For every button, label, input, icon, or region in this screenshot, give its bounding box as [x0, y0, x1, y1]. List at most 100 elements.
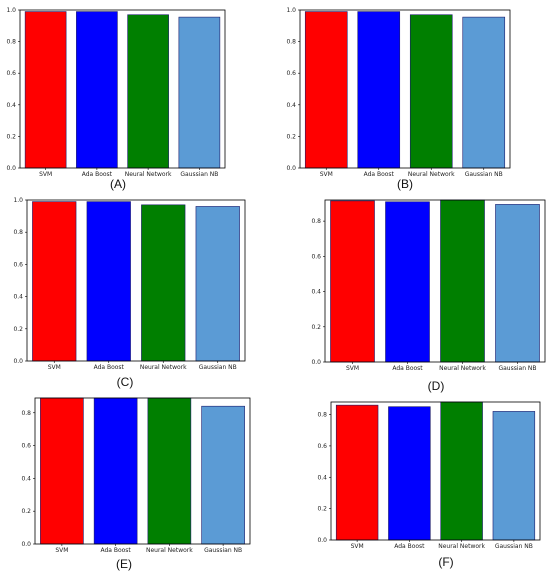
bar	[201, 405, 245, 545]
y-tick-label: 0.6	[6, 70, 16, 77]
bar	[440, 401, 483, 541]
axes-frame	[26, 199, 246, 362]
panel-label: (F)	[438, 555, 453, 569]
y-tick-label: 0.8	[317, 412, 327, 419]
x-tick-label: Ada Boost	[100, 547, 131, 554]
x-tick-label: SVM	[351, 543, 364, 550]
bar	[127, 14, 169, 169]
y-tick-label: 0.4	[286, 102, 296, 109]
x-tick-label: Neural Network	[438, 543, 485, 550]
bar	[304, 11, 348, 169]
panel-label: (E)	[116, 557, 132, 571]
bar	[76, 11, 118, 169]
x-tick-label: Neural Network	[439, 365, 486, 372]
y-tick-label: 1.0	[286, 7, 296, 14]
bar	[385, 201, 430, 363]
x-tick-label: Ada Boost	[364, 171, 395, 178]
x-tick-label: SVM	[346, 365, 359, 372]
x-tick-label: Ada Boost	[394, 543, 425, 550]
bar	[147, 397, 192, 545]
bar	[440, 199, 485, 363]
panel-label: (C)	[117, 375, 134, 389]
axes-frame	[299, 9, 511, 169]
x-tick-label: SVM	[39, 171, 52, 178]
chart-panel: SVM Ada Boost Neural Network Gaussian NB 0.0…	[21, 397, 251, 571]
chart-panel: SVM Ada Boost Neural Network Gaussian NB 0.0…	[311, 199, 546, 393]
x-tick-label: Gaussian NB	[180, 171, 218, 178]
chart-panel: SVM Ada Boost Neural Network Gaussian NB 0.0…	[286, 7, 511, 191]
x-tick-label: Ada Boost	[82, 171, 113, 178]
y-tick-label: 0.6	[21, 443, 31, 450]
x-tick-label: Gaussian NB	[495, 543, 533, 550]
y-tick-label: 0.2	[286, 133, 296, 140]
bar	[24, 11, 67, 169]
bar	[93, 397, 138, 545]
y-tick-label: 0.0	[13, 358, 23, 365]
x-tick-label: Neural Network	[140, 364, 187, 371]
x-tick-label: Gaussian NB	[465, 171, 503, 178]
y-tick-label: 0.0	[6, 165, 16, 172]
bar	[495, 204, 540, 363]
y-tick-label: 0.6	[311, 253, 321, 260]
x-tick-label: Ada Boost	[392, 365, 423, 372]
bar	[32, 201, 77, 362]
axes-frame	[34, 397, 251, 545]
bar	[492, 411, 536, 541]
bar	[141, 204, 186, 362]
y-tick-label: 0.6	[13, 261, 23, 268]
bar	[86, 201, 131, 362]
x-tick-label: Gaussian NB	[199, 364, 237, 371]
y-tick-label: 0.2	[6, 133, 16, 140]
axes-frame	[330, 401, 541, 541]
panel-label: (A)	[110, 177, 126, 191]
x-tick-label: SVM	[55, 547, 68, 554]
bar	[409, 14, 453, 169]
y-tick-label: 0.4	[21, 475, 31, 482]
x-tick-label: Neural Network	[125, 171, 172, 178]
bar	[335, 404, 379, 541]
axes-frame	[324, 199, 546, 363]
y-tick-label: 0.0	[21, 541, 31, 548]
chart-panel: SVM Ada Boost Neural Network Gaussian NB 0.0…	[6, 7, 226, 191]
x-tick-label: SVM	[48, 364, 61, 371]
y-tick-label: 0.0	[311, 359, 321, 366]
y-tick-label: 1.0	[6, 7, 16, 14]
y-tick-label: 0.8	[21, 410, 31, 417]
bar	[462, 16, 506, 169]
y-tick-label: 0.2	[311, 324, 321, 331]
bar	[40, 397, 84, 545]
y-tick-label: 0.2	[13, 326, 23, 333]
panel-label: (B)	[397, 177, 413, 191]
y-tick-label: 0.0	[286, 165, 296, 172]
x-tick-label: Neural Network	[408, 171, 455, 178]
panel-label: (D)	[428, 379, 445, 393]
y-tick-label: 0.4	[13, 294, 23, 301]
chart-panel: SVM Ada Boost Neural Network Gaussian NB 0.0…	[317, 401, 541, 569]
y-tick-label: 0.8	[286, 39, 296, 46]
bar	[178, 16, 221, 169]
bar	[388, 406, 431, 541]
y-tick-label: 0.8	[311, 218, 321, 225]
y-tick-label: 1.0	[13, 197, 23, 204]
chart-panel: SVM Ada Boost Neural Network Gaussian NB 0.0…	[13, 197, 246, 389]
x-tick-label: Gaussian NB	[204, 547, 242, 554]
y-tick-label: 0.2	[21, 508, 31, 515]
y-tick-label: 0.6	[317, 443, 327, 450]
x-tick-label: Neural Network	[146, 547, 193, 554]
bar	[357, 11, 401, 169]
y-tick-label: 0.4	[317, 474, 327, 481]
axes-frame	[19, 9, 226, 169]
x-tick-label: Ada Boost	[94, 364, 125, 371]
y-tick-label: 0.0	[317, 537, 327, 544]
x-tick-label: Gaussian NB	[498, 365, 536, 372]
bar	[195, 206, 240, 362]
y-tick-label: 0.8	[6, 39, 16, 46]
y-tick-label: 0.4	[6, 102, 16, 109]
y-tick-label: 0.6	[286, 70, 296, 77]
y-tick-label: 0.8	[13, 229, 23, 236]
bar	[330, 200, 375, 363]
y-tick-label: 0.4	[311, 289, 321, 296]
y-tick-label: 0.2	[317, 506, 327, 513]
x-tick-label: SVM	[320, 171, 333, 178]
